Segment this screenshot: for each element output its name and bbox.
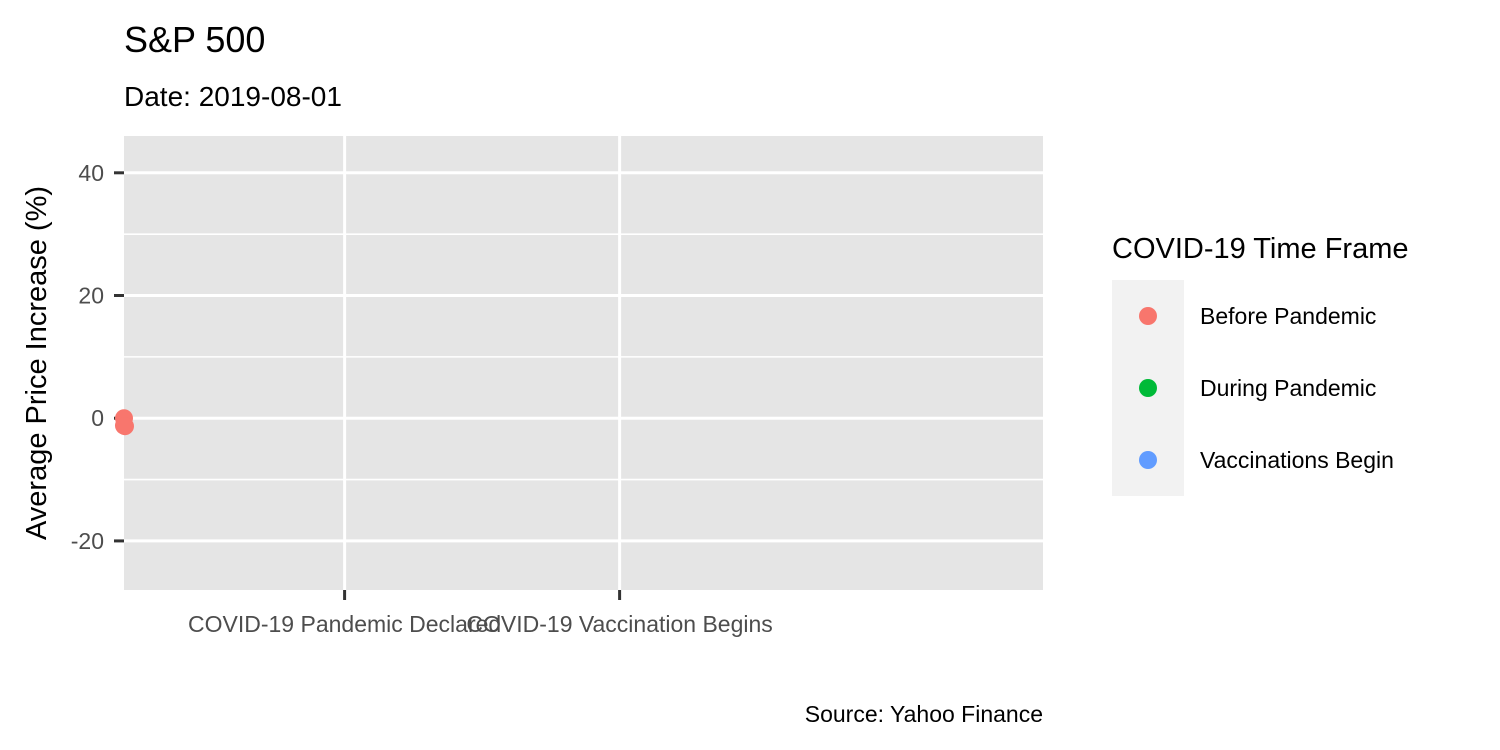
chart-subtitle: Date: 2019-08-01	[124, 81, 342, 112]
legend-key	[1139, 307, 1157, 325]
legend-label: Before Pandemic	[1200, 303, 1376, 329]
y-tick-label: 20	[78, 283, 104, 309]
y-axis-title: Average Price Increase (%)	[21, 186, 53, 540]
legend-key	[1139, 379, 1157, 397]
y-tick-label: 40	[78, 160, 104, 186]
legend: Before Pandemic During Pandemic Vaccinatio…	[1139, 303, 1394, 473]
plot-panel	[124, 136, 1043, 590]
legend-label: Vaccinations Begin	[1200, 447, 1394, 473]
axes: -20 0 20 40 COVID-19 Pandemic DeclaredCOVID-…	[71, 160, 773, 637]
x-tick-label: COVID-19 Vaccination Begins	[466, 611, 772, 637]
source-caption: Source: Yahoo Finance	[805, 701, 1043, 727]
y-tick-label: -20	[71, 528, 104, 554]
chart-title: S&P 500	[124, 19, 265, 60]
legend-label: During Pandemic	[1200, 375, 1376, 401]
data-point	[115, 417, 134, 436]
y-tick-label: 0	[91, 405, 104, 431]
legend-key	[1139, 451, 1157, 469]
grid-lines	[124, 136, 1043, 590]
legend-title: COVID-19 Time Frame	[1112, 233, 1409, 265]
data-points	[115, 409, 134, 436]
x-tick-label: COVID-19 Pandemic Declared	[188, 611, 501, 637]
